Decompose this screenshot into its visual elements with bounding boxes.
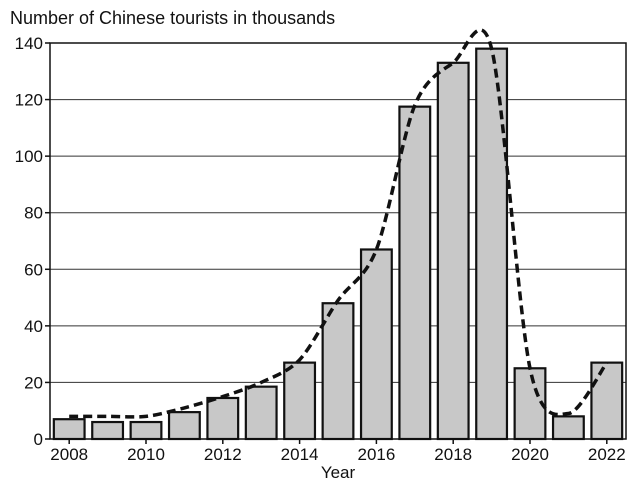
x-tick-labels: 2008 2010 2012 2014 2016 2018 2020 2022 [50, 439, 626, 464]
x-tick-label: 2010 [127, 445, 165, 464]
y-tick-label: 20 [24, 373, 43, 392]
x-tick-label: 2012 [204, 445, 242, 464]
trend-line-layer [69, 28, 609, 419]
x-tick-label: 2018 [434, 445, 472, 464]
bar-2011 [167, 411, 201, 441]
y-tick-labels: 0 20 40 60 80 100 120 140 [15, 34, 43, 449]
bar-2022 [590, 361, 624, 441]
chart-title: Number of Chinese tourists in thousands [10, 8, 336, 28]
bar-2014 [283, 361, 317, 441]
x-tick-label: 2016 [357, 445, 395, 464]
x-axis-label: Year [321, 463, 356, 480]
bar-2021 [551, 415, 585, 441]
bar-2017 [398, 105, 432, 441]
bar-2012 [206, 396, 240, 441]
x-tick-label: 2022 [588, 445, 626, 464]
bar-2016 [359, 248, 393, 441]
bar-2008 [52, 418, 86, 441]
bar-2013 [244, 385, 278, 441]
bar-2009 [91, 420, 125, 441]
x-tick-label: 2008 [50, 445, 88, 464]
bar-2018 [436, 61, 470, 441]
bar-2015 [321, 302, 355, 441]
y-tick-label: 0 [34, 430, 43, 449]
trend-line [69, 28, 609, 419]
plot-frame [49, 42, 627, 440]
x-tick-label: 2014 [281, 445, 319, 464]
axes [49, 42, 627, 440]
y-tick-label: 80 [24, 204, 43, 223]
bar-2010 [129, 420, 163, 441]
y-tick-label: 100 [15, 147, 43, 166]
x-tick-label: 2020 [511, 445, 549, 464]
y-tick-label: 40 [24, 317, 43, 336]
bar-2019 [475, 47, 509, 441]
y-tick-label: 60 [24, 260, 43, 279]
y-tick-label: 120 [15, 91, 43, 110]
bars [52, 47, 624, 441]
y-tick-label: 140 [15, 34, 43, 53]
